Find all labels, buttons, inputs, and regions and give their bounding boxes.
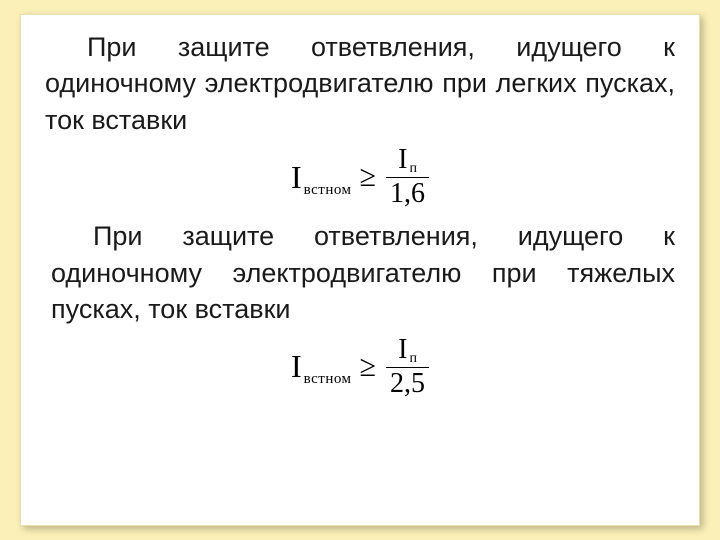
- formula-1-fraction: I п 1,6: [386, 146, 429, 208]
- paragraph-1: При защите ответвления, идущего к одиноч…: [45, 29, 675, 138]
- paragraph-2: При защите ответвления, идущего к одиноч…: [45, 218, 675, 327]
- formula-1-numerator: I п: [394, 146, 421, 177]
- formula-2-lhs-sub: встном: [304, 371, 352, 388]
- slide-card: При защите ответвления, идущего к одиноч…: [20, 14, 700, 526]
- formula-2-operator: ≥: [360, 350, 376, 384]
- formula-2-lhs-symbol: I: [291, 348, 302, 385]
- formula-2-fraction: I п 2,5: [386, 336, 429, 398]
- formula-1-lhs-sub: встном: [304, 182, 352, 199]
- formula-2-numerator: I п: [394, 336, 421, 367]
- formula-1-lhs: I встном: [291, 159, 352, 196]
- formula-2-num-symbol: I: [398, 336, 407, 364]
- formula-1-operator: ≥: [360, 160, 376, 194]
- formula-1-num-sub: п: [409, 162, 417, 176]
- formula-2-num-sub: п: [409, 352, 417, 366]
- formula-1-num-symbol: I: [398, 146, 407, 174]
- formula-2-denominator: 2,5: [386, 368, 429, 398]
- formula-2: I встном ≥ I п 2,5: [45, 336, 675, 398]
- formula-2-lhs: I встном: [291, 348, 352, 385]
- formula-1: I встном ≥ I п 1,6: [45, 146, 675, 208]
- formula-1-denominator: 1,6: [386, 178, 429, 208]
- formula-1-lhs-symbol: I: [291, 159, 302, 196]
